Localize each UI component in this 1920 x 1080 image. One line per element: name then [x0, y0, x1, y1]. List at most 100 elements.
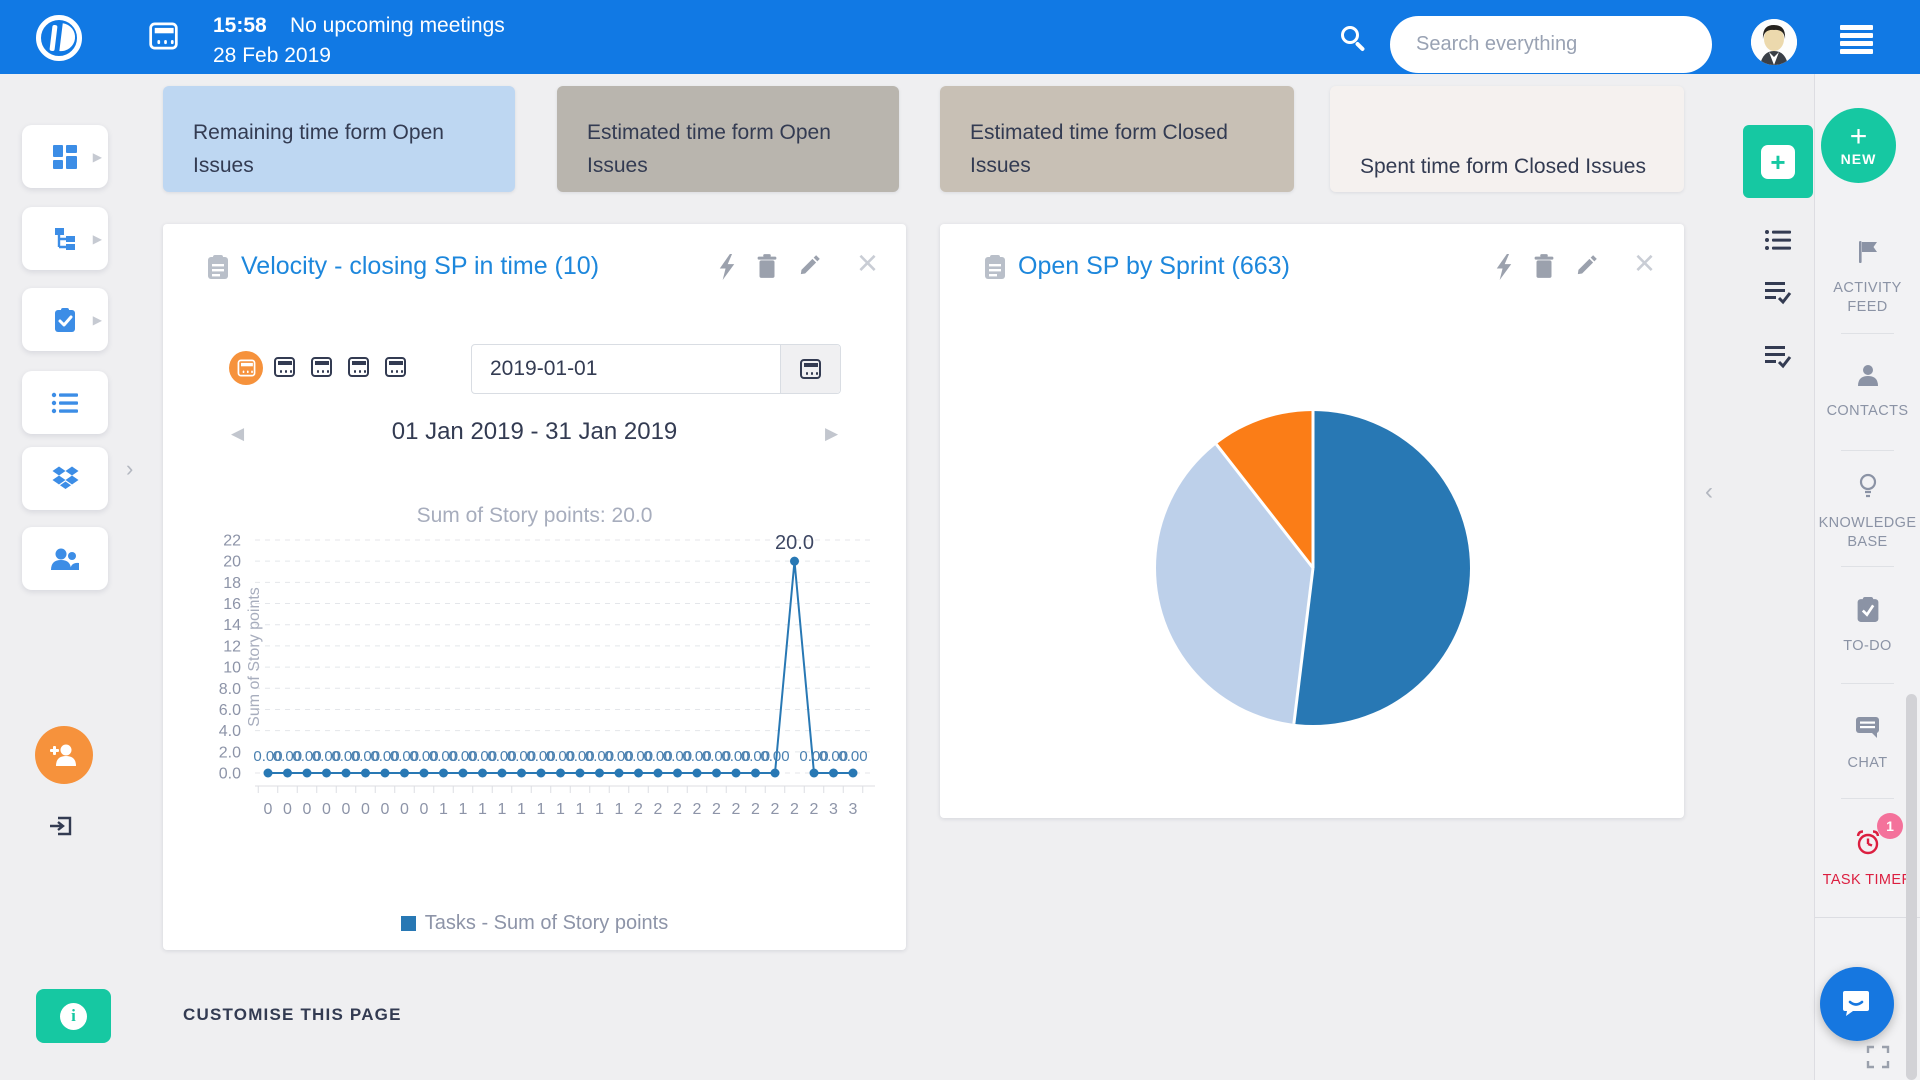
- refresh-bolt-button[interactable]: [1495, 254, 1521, 280]
- data-point[interactable]: [751, 769, 760, 778]
- period-month-button[interactable]: [311, 357, 332, 382]
- sidebar-item-contacts[interactable]: CONTACTS: [1815, 362, 1920, 421]
- date-input[interactable]: [472, 345, 780, 393]
- period-year-button[interactable]: [385, 357, 406, 382]
- calendar-icon[interactable]: [153, 26, 174, 51]
- date-picker-button[interactable]: [780, 345, 840, 393]
- data-point[interactable]: [381, 769, 390, 778]
- pie-chart[interactable]: [1156, 411, 1470, 725]
- data-point[interactable]: [771, 769, 780, 778]
- data-point[interactable]: [283, 769, 292, 778]
- data-point[interactable]: [615, 769, 624, 778]
- new-button[interactable]: + NEW: [1821, 108, 1896, 183]
- edit-widget-button[interactable]: [1576, 254, 1602, 280]
- data-point[interactable]: [361, 769, 370, 778]
- hamburger-menu-icon[interactable]: [1840, 25, 1873, 57]
- sidebar-item-users[interactable]: [22, 527, 108, 590]
- sidebar-expand-chevron[interactable]: ›: [126, 456, 133, 482]
- fullscreen-icon[interactable]: [1866, 1045, 1890, 1069]
- summary-card-remaining-open[interactable]: Remaining time form Open Issues: [163, 86, 515, 192]
- data-point[interactable]: [459, 769, 468, 778]
- customise-page-button[interactable]: CUSTOMISE THIS PAGE: [183, 1005, 402, 1025]
- data-point[interactable]: [498, 769, 507, 778]
- period-week-button[interactable]: [274, 357, 295, 382]
- flag-icon: [1855, 239, 1881, 265]
- sign-out-button[interactable]: [48, 813, 74, 844]
- divider: [1841, 333, 1894, 334]
- sidebar-item-activity-feed[interactable]: ACTIVITY FEED: [1815, 239, 1920, 317]
- my-assignments-button[interactable]: [1764, 280, 1794, 306]
- x-tick-label: 0: [264, 801, 273, 818]
- data-point[interactable]: [400, 769, 409, 778]
- data-point[interactable]: [595, 769, 604, 778]
- data-point[interactable]: [790, 557, 799, 566]
- app-logo-icon[interactable]: [36, 15, 82, 61]
- collapse-panel-chevron[interactable]: ‹: [1705, 478, 1713, 506]
- add-widget-button[interactable]: +: [1743, 125, 1813, 198]
- data-point[interactable]: [264, 769, 273, 778]
- data-point[interactable]: [673, 769, 682, 778]
- data-point[interactable]: [342, 769, 351, 778]
- summary-card-estimated-open[interactable]: Estimated time form Open Issues: [557, 86, 899, 192]
- data-point[interactable]: [712, 769, 721, 778]
- data-point[interactable]: [537, 769, 546, 778]
- sidebar-item-projects-tree[interactable]: ▶: [22, 207, 108, 270]
- data-point[interactable]: [556, 769, 565, 778]
- data-point[interactable]: [576, 769, 585, 778]
- sidebar-item-task-timer[interactable]: 1 TASK TIMER: [1815, 829, 1920, 890]
- clipboard-check-icon: [52, 307, 78, 333]
- invite-user-button[interactable]: [35, 726, 93, 784]
- sidebar-item-list[interactable]: [22, 371, 108, 434]
- data-point[interactable]: [829, 769, 838, 778]
- data-point[interactable]: [810, 769, 819, 778]
- y-tick-label: 18: [223, 575, 241, 592]
- data-point[interactable]: [420, 769, 429, 778]
- vertical-scrollbar[interactable]: [1906, 694, 1917, 1080]
- summary-card-spent-closed[interactable]: Spent time form Closed Issues: [1330, 86, 1684, 192]
- data-point[interactable]: [439, 769, 448, 778]
- data-point[interactable]: [693, 769, 702, 778]
- lightning-icon: [1495, 254, 1513, 280]
- summary-card-estimated-closed[interactable]: Estimated time form Closed Issues: [940, 86, 1294, 192]
- delete-widget-button[interactable]: [1534, 254, 1560, 280]
- info-icon: i: [60, 1003, 87, 1030]
- date-field-group: [471, 344, 841, 394]
- data-point[interactable]: [634, 769, 643, 778]
- data-point[interactable]: [303, 769, 312, 778]
- sidebar-item-chat[interactable]: CHAT: [1815, 714, 1920, 773]
- y-tick-label: 20: [223, 554, 241, 571]
- data-point[interactable]: [849, 769, 858, 778]
- x-tick-label: 3: [849, 801, 858, 818]
- support-chat-launcher[interactable]: [1820, 967, 1894, 1041]
- lightbulb-icon: [1855, 472, 1881, 500]
- sidebar-item-dropbox[interactable]: [22, 447, 108, 510]
- sidebar-item-tasks[interactable]: ▶: [22, 288, 108, 351]
- search-icon[interactable]: [1341, 26, 1359, 44]
- close-widget-button[interactable]: ×: [857, 242, 878, 284]
- delete-widget-button[interactable]: [757, 254, 783, 280]
- data-point[interactable]: [732, 769, 741, 778]
- widget-list-button[interactable]: [1764, 228, 1794, 254]
- close-widget-button[interactable]: ×: [1634, 242, 1655, 284]
- sidebar-item-dashboards[interactable]: ▶: [22, 125, 108, 188]
- y-tick-label: 12: [223, 638, 241, 655]
- info-button[interactable]: i: [36, 989, 111, 1043]
- period-quarter-button[interactable]: [348, 357, 369, 382]
- topbar: 15:58 No upcoming meetings 28 Feb 2019: [0, 0, 1920, 74]
- search-input[interactable]: [1390, 16, 1712, 73]
- data-point[interactable]: [517, 769, 526, 778]
- edit-widget-button[interactable]: [799, 254, 825, 280]
- refresh-bolt-button[interactable]: [718, 254, 744, 280]
- sidebar-item-todo[interactable]: TO-DO: [1815, 596, 1920, 656]
- data-point[interactable]: [654, 769, 663, 778]
- person-icon: [1855, 362, 1881, 388]
- data-point[interactable]: [478, 769, 487, 778]
- next-range-button[interactable]: ▶: [825, 424, 838, 444]
- my-followed-button[interactable]: [1764, 344, 1794, 370]
- data-point[interactable]: [322, 769, 331, 778]
- user-avatar[interactable]: [1751, 19, 1797, 65]
- sidebar-item-knowledge-base[interactable]: KNOWLEDGE BASE: [1815, 472, 1920, 552]
- topbar-date: 28 Feb 2019: [213, 44, 331, 68]
- period-day-button[interactable]: [229, 351, 263, 385]
- divider: [1841, 450, 1894, 451]
